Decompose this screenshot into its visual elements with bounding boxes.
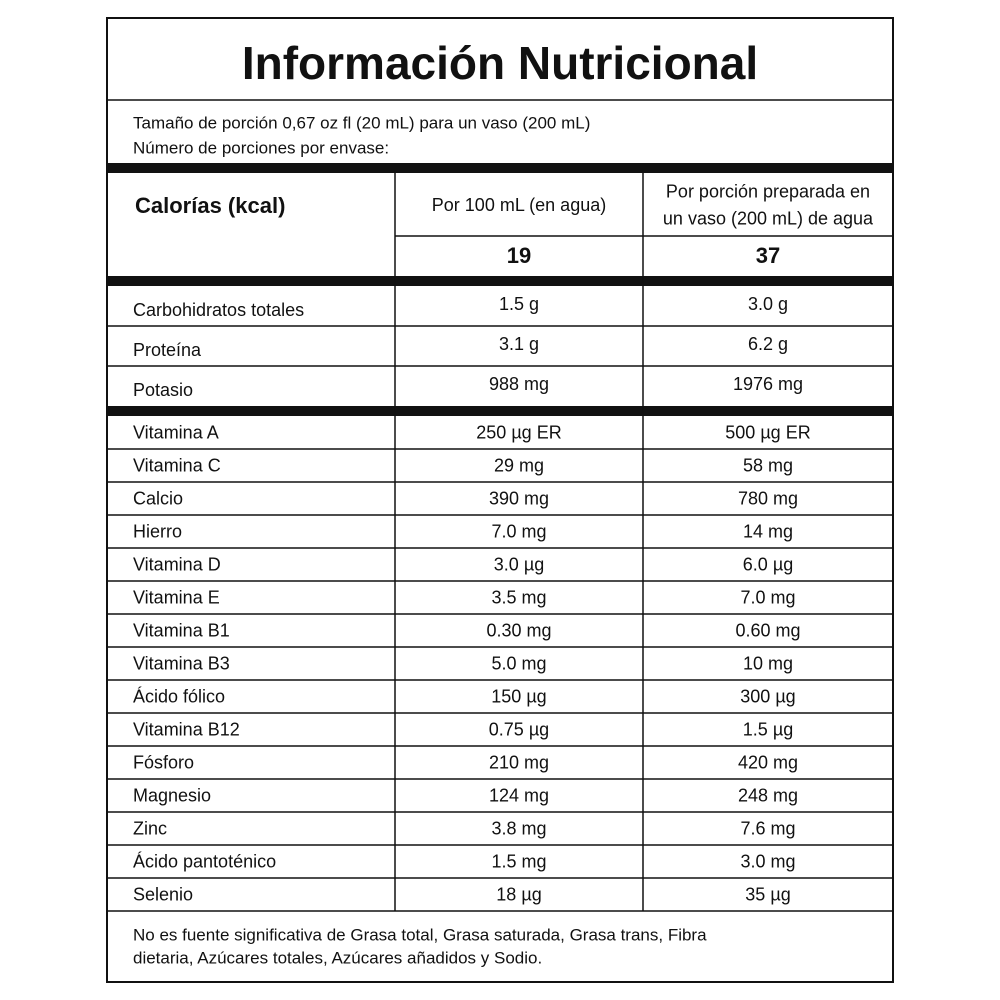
nutrient-value: 0.60 mg <box>735 620 800 640</box>
serving-info: Número de porciones por envase: <box>133 138 389 157</box>
nutrient-value: 500 µg ER <box>725 422 810 442</box>
nutrient-value: 248 mg <box>738 785 798 805</box>
nutrient-value: 14 mg <box>743 521 793 541</box>
nutrient-name: Hierro <box>133 521 182 541</box>
nutrient-name: Vitamina C <box>133 455 221 475</box>
thick-divider <box>107 276 893 286</box>
nutrient-value: 6.2 g <box>748 334 788 354</box>
nutrient-value: 1976 mg <box>733 374 803 394</box>
nutrient-value: 988 mg <box>489 374 549 394</box>
nutrient-value: 58 mg <box>743 455 793 475</box>
column-header: Por porción preparada en <box>666 181 870 201</box>
thick-divider <box>107 406 893 416</box>
nutrient-value: 35 µg <box>745 884 790 904</box>
nutrient-value: 780 mg <box>738 488 798 508</box>
calories-value: 19 <box>507 243 531 268</box>
nutrient-name: Selenio <box>133 884 193 904</box>
footnote: No es fuente significativa de Grasa tota… <box>133 925 707 944</box>
nutrient-name: Magnesio <box>133 785 211 805</box>
nutrient-value: 1.5 mg <box>491 851 546 871</box>
nutrient-name: Calcio <box>133 488 183 508</box>
nutrient-value: 0.30 mg <box>486 620 551 640</box>
nutrient-name: Vitamina D <box>133 554 221 574</box>
nutrient-value: 3.0 µg <box>494 554 544 574</box>
nutrient-value: 3.5 mg <box>491 587 546 607</box>
nutrient-value: 3.0 g <box>748 294 788 314</box>
serving-info: Tamaño de porción 0,67 oz fl (20 mL) par… <box>133 113 590 132</box>
nutrient-value: 3.8 mg <box>491 818 546 838</box>
nutrient-value: 29 mg <box>494 455 544 475</box>
nutrient-value: 7.0 mg <box>740 587 795 607</box>
nutrient-name: Carbohidratos totales <box>133 300 304 320</box>
nutrient-name: Proteína <box>133 340 202 360</box>
nutrient-value: 1.5 g <box>499 294 539 314</box>
nutrient-value: 6.0 µg <box>743 554 793 574</box>
thick-divider <box>107 163 893 173</box>
nutrient-name: Zinc <box>133 818 167 838</box>
nutrient-value: 150 µg <box>491 686 546 706</box>
nutrient-value: 3.0 mg <box>740 851 795 871</box>
nutrient-value: 10 mg <box>743 653 793 673</box>
nutrient-value: 250 µg ER <box>476 422 561 442</box>
nutrient-name: Vitamina B1 <box>133 620 230 640</box>
title: Información Nutricional <box>242 37 758 89</box>
column-header: Por 100 mL (en agua) <box>432 195 606 215</box>
column-header: un vaso (200 mL) de agua <box>663 208 874 228</box>
nutrient-name: Vitamina E <box>133 587 220 607</box>
nutrient-value: 300 µg <box>740 686 795 706</box>
nutrient-name: Ácido fólico <box>133 686 225 706</box>
nutrient-name: Potasio <box>133 380 193 400</box>
nutrient-name: Ácido pantoténico <box>133 851 276 871</box>
nutrient-value: 1.5 µg <box>743 719 793 739</box>
nutrient-value: 7.0 mg <box>491 521 546 541</box>
nutrient-name: Vitamina B3 <box>133 653 230 673</box>
footnote: dietaria, Azúcares totales, Azúcares aña… <box>133 948 542 967</box>
nutrient-value: 18 µg <box>496 884 541 904</box>
nutrient-name: Vitamina B12 <box>133 719 240 739</box>
label-border <box>106 17 894 983</box>
calories-label: Calorías (kcal) <box>135 193 285 218</box>
nutrient-value: 5.0 mg <box>491 653 546 673</box>
nutrient-value: 420 mg <box>738 752 798 772</box>
nutrient-value: 3.1 g <box>499 334 539 354</box>
nutrient-value: 7.6 mg <box>740 818 795 838</box>
nutrient-value: 0.75 µg <box>489 719 549 739</box>
nutrient-value: 124 mg <box>489 785 549 805</box>
nutrient-name: Vitamina A <box>133 422 219 442</box>
nutrient-value: 210 mg <box>489 752 549 772</box>
calories-value: 37 <box>756 243 780 268</box>
nutrient-name: Fósforo <box>133 752 194 772</box>
nutrient-value: 390 mg <box>489 488 549 508</box>
